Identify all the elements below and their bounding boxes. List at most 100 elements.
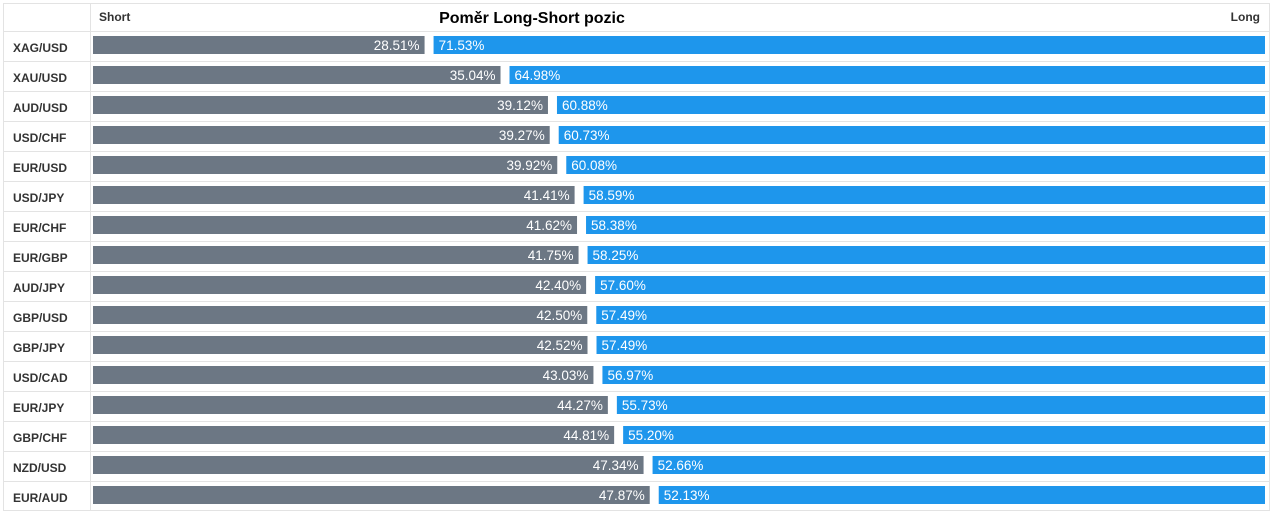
long-value-label: 55.73% [622, 398, 668, 413]
short-bar [93, 66, 501, 84]
long-value-label: 64.98% [515, 68, 561, 83]
table-row: USD/JPY 41.41% 58.59% [13, 186, 1265, 205]
long-value-label: 60.08% [571, 158, 617, 173]
long-bar [556, 96, 1265, 114]
chart-rows: XAG/USD 28.51% 71.53% XAU/USD 35.04% 64.98% AU… [13, 36, 1265, 505]
table-row: AUD/JPY 42.40% 57.60% [13, 276, 1265, 295]
long-bar [433, 36, 1265, 54]
table-row: XAU/USD 35.04% 64.98% [13, 66, 1265, 85]
short-value-label: 42.40% [535, 278, 581, 293]
long-value-label: 58.59% [589, 188, 635, 203]
short-value-label: 39.92% [506, 158, 552, 173]
short-bar [93, 126, 550, 144]
table-row: AUD/USD 39.12% 60.88% [13, 96, 1265, 115]
short-value-label: 47.87% [599, 488, 645, 503]
long-bar [509, 66, 1265, 84]
short-value-label: 47.34% [593, 458, 639, 473]
table-row: USD/CHF 39.27% 60.73% [13, 126, 1265, 145]
short-value-label: 39.12% [497, 98, 543, 113]
long-bar [587, 246, 1265, 264]
short-bar [93, 156, 558, 174]
long-value-label: 56.97% [607, 368, 653, 383]
short-bar [93, 216, 578, 234]
short-value-label: 42.52% [537, 338, 583, 353]
long-value-label: 57.49% [602, 338, 648, 353]
short-bar [93, 306, 588, 324]
table-row: EUR/CHF 41.62% 58.38% [13, 216, 1265, 235]
short-bar [93, 336, 588, 354]
long-bar [558, 126, 1265, 144]
short-bar [93, 456, 644, 474]
row-label: XAG/USD [13, 41, 68, 55]
short-header: Short [99, 10, 130, 24]
table-row: NZD/USD 47.34% 52.66% [13, 456, 1265, 475]
row-label: EUR/JPY [13, 401, 64, 415]
long-bar [602, 366, 1265, 384]
long-bar [616, 396, 1265, 414]
short-bar [93, 36, 425, 54]
row-label: NZD/USD [13, 461, 67, 475]
long-bar [652, 456, 1265, 474]
row-label: EUR/AUD [13, 491, 68, 505]
long-bar [623, 426, 1265, 444]
chart-title: Poměr Long-Short pozic [439, 10, 625, 27]
table-row: USD/CAD 43.03% 56.97% [13, 366, 1265, 385]
short-bar [93, 366, 594, 384]
long-bar [658, 486, 1265, 504]
table-row: EUR/USD 39.92% 60.08% [13, 156, 1265, 175]
row-label: EUR/USD [13, 161, 67, 175]
long-value-label: 60.88% [562, 98, 608, 113]
row-label: EUR/CHF [13, 221, 66, 235]
table-row: EUR/AUD 47.87% 52.13% [13, 486, 1265, 505]
long-bar [596, 306, 1265, 324]
long-bar [583, 186, 1265, 204]
short-bar [93, 96, 548, 114]
short-value-label: 44.81% [563, 428, 609, 443]
short-bar [93, 186, 575, 204]
short-bar [93, 246, 579, 264]
row-label: GBP/USD [13, 311, 68, 325]
short-value-label: 43.03% [543, 368, 589, 383]
long-value-label: 58.25% [593, 248, 639, 263]
long-bar [586, 216, 1265, 234]
short-value-label: 28.51% [374, 38, 420, 53]
row-label: XAU/USD [13, 71, 67, 85]
long-value-label: 60.73% [564, 128, 610, 143]
short-value-label: 44.27% [557, 398, 603, 413]
row-label: GBP/CHF [13, 431, 67, 445]
row-label: EUR/GBP [13, 251, 68, 265]
short-value-label: 41.75% [528, 248, 574, 263]
long-value-label: 57.60% [600, 278, 646, 293]
table-row: EUR/JPY 44.27% 55.73% [13, 396, 1265, 415]
long-value-label: 57.49% [601, 308, 647, 323]
short-value-label: 35.04% [450, 68, 496, 83]
short-bar [93, 486, 650, 504]
long-bar [566, 156, 1265, 174]
long-value-label: 55.20% [628, 428, 674, 443]
row-label: AUD/JPY [13, 281, 65, 295]
short-bar [93, 426, 615, 444]
long-value-label: 52.13% [664, 488, 710, 503]
row-label: USD/CHF [13, 131, 66, 145]
short-bar [93, 276, 587, 294]
table-row: GBP/USD 42.50% 57.49% [13, 306, 1265, 325]
table-row: EUR/GBP 41.75% 58.25% [13, 246, 1265, 265]
table-row: GBP/JPY 42.52% 57.49% [13, 336, 1265, 355]
long-bar [595, 276, 1265, 294]
short-value-label: 39.27% [499, 128, 545, 143]
row-label: AUD/USD [13, 101, 68, 115]
long-bar [596, 336, 1265, 354]
short-bar [93, 396, 608, 414]
row-label: USD/CAD [13, 371, 68, 385]
short-value-label: 41.62% [526, 218, 572, 233]
row-label: USD/JPY [13, 191, 64, 205]
short-value-label: 41.41% [524, 188, 570, 203]
table-border [3, 3, 1270, 511]
chart-frame [3, 3, 1270, 511]
table-row: XAG/USD 28.51% 71.53% [13, 36, 1265, 55]
row-label: GBP/JPY [13, 341, 65, 355]
long-header: Long [1231, 10, 1260, 24]
long-value-label: 71.53% [439, 38, 485, 53]
long-value-label: 58.38% [591, 218, 637, 233]
